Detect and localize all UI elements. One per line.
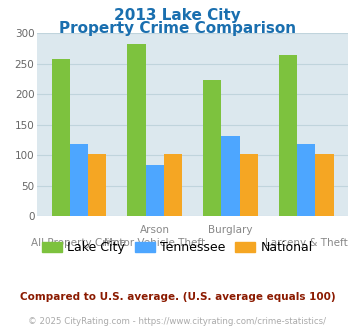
- Bar: [297, 144, 315, 216]
- Bar: [203, 80, 222, 216]
- Text: Motor Vehicle Theft: Motor Vehicle Theft: [104, 238, 205, 248]
- Legend: Lake City, Tennessee, National: Lake City, Tennessee, National: [37, 236, 318, 259]
- Text: Burglary: Burglary: [208, 225, 253, 235]
- Bar: [279, 55, 297, 216]
- Bar: [146, 165, 164, 216]
- Text: Property Crime Comparison: Property Crime Comparison: [59, 21, 296, 36]
- Text: All Property Crime: All Property Crime: [31, 238, 126, 248]
- Text: Larceny & Theft: Larceny & Theft: [265, 238, 348, 248]
- Bar: [52, 59, 70, 216]
- Bar: [164, 154, 182, 216]
- Bar: [88, 154, 106, 216]
- Bar: [315, 154, 333, 216]
- Bar: [127, 44, 146, 216]
- Bar: [240, 154, 258, 216]
- Text: Compared to U.S. average. (U.S. average equals 100): Compared to U.S. average. (U.S. average …: [20, 292, 335, 302]
- Text: © 2025 CityRating.com - https://www.cityrating.com/crime-statistics/: © 2025 CityRating.com - https://www.city…: [28, 317, 327, 326]
- Text: 2013 Lake City: 2013 Lake City: [114, 8, 241, 23]
- Text: Arson: Arson: [140, 225, 170, 235]
- Bar: [70, 144, 88, 216]
- Bar: [222, 136, 240, 216]
